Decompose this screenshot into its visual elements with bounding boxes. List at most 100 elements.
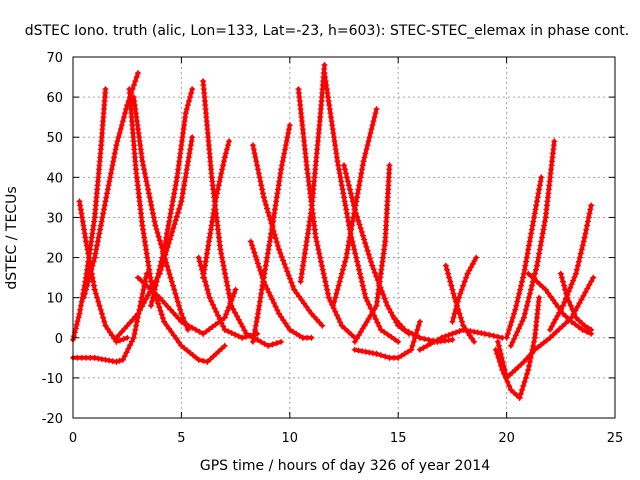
data-point-marker	[246, 332, 253, 339]
series-sat-c	[70, 270, 150, 365]
data-point-marker	[338, 270, 345, 277]
data-point-marker	[266, 213, 273, 219]
data-point-marker	[183, 170, 190, 177]
data-point-marker	[273, 239, 280, 246]
data-point-marker	[133, 322, 140, 329]
data-point-marker	[524, 370, 530, 377]
data-point-marker	[215, 182, 222, 189]
data-point-marker	[529, 222, 536, 229]
data-point-marker	[494, 338, 501, 345]
data-point-marker	[128, 90, 135, 97]
data-point-marker	[556, 326, 563, 333]
data-point-marker	[152, 277, 159, 284]
data-point-marker	[320, 270, 327, 277]
data-point-marker	[373, 350, 380, 357]
data-point-marker	[282, 264, 289, 271]
series-sat-y	[449, 254, 480, 325]
data-point-marker	[520, 382, 527, 389]
data-point-marker	[366, 255, 373, 262]
data-point-marker	[94, 242, 100, 249]
data-point-marker	[72, 325, 79, 332]
data-point-marker	[573, 266, 580, 273]
data-point-marker	[116, 357, 123, 364]
data-point-marker	[249, 142, 256, 149]
data-point-marker	[538, 238, 545, 245]
data-point-marker	[324, 286, 331, 293]
data-point-marker	[75, 314, 82, 321]
data-point-marker	[368, 258, 374, 265]
data-point-marker	[146, 194, 153, 201]
data-point-marker	[147, 198, 154, 205]
data-point-marker	[291, 286, 298, 293]
data-point-marker	[366, 349, 373, 356]
data-point-marker	[467, 328, 474, 335]
data-point-marker	[455, 294, 462, 301]
data-point-marker	[526, 242, 532, 249]
data-point-marker	[226, 294, 233, 301]
data-point-marker	[239, 323, 246, 330]
data-point-marker	[186, 150, 193, 157]
y-tick-label: 40	[46, 171, 63, 186]
data-point-marker	[225, 290, 232, 297]
data-point-marker	[265, 342, 272, 349]
data-point-marker	[343, 170, 349, 177]
data-point-marker	[278, 338, 285, 345]
data-point-marker	[525, 270, 532, 277]
data-point-marker	[225, 328, 232, 335]
data-point-marker	[568, 281, 575, 288]
data-point-marker	[163, 234, 170, 241]
data-point-marker	[358, 228, 365, 235]
data-point-marker	[445, 332, 452, 339]
data-point-marker	[264, 254, 271, 261]
data-point-marker	[280, 317, 287, 324]
data-point-marker	[141, 299, 147, 306]
data-point-marker	[144, 182, 151, 189]
data-point-marker	[133, 74, 140, 81]
data-point-marker	[331, 298, 338, 305]
data-point-marker	[80, 222, 87, 229]
data-point-marker	[118, 122, 125, 129]
data-point-marker	[98, 310, 105, 317]
data-point-marker	[550, 319, 557, 326]
data-point-marker	[536, 281, 543, 288]
data-point-marker	[559, 323, 566, 330]
data-point-marker	[111, 154, 117, 161]
data-point-marker	[265, 289, 272, 296]
data-point-marker	[516, 394, 523, 401]
data-point-marker	[356, 221, 363, 228]
data-point-marker	[251, 330, 258, 337]
data-point-marker	[312, 234, 319, 241]
data-point-marker	[560, 302, 566, 309]
data-point-marker	[445, 270, 452, 277]
data-point-marker	[126, 319, 133, 326]
data-point-marker	[277, 250, 284, 257]
data-point-marker	[466, 267, 473, 274]
data-point-marker	[528, 226, 535, 233]
data-point-marker	[286, 326, 293, 333]
data-point-marker	[253, 318, 260, 325]
data-point-marker	[89, 262, 96, 269]
data-point-marker	[416, 318, 423, 325]
data-point-marker	[315, 246, 322, 253]
data-point-marker	[319, 266, 326, 273]
data-point-marker	[554, 313, 561, 319]
data-point-marker	[121, 325, 128, 332]
data-point-marker	[504, 378, 511, 385]
data-point-marker	[516, 290, 523, 297]
data-point-marker	[254, 162, 261, 169]
data-point-marker	[319, 322, 326, 329]
data-point-marker	[590, 274, 597, 281]
data-point-marker	[114, 138, 121, 145]
data-point-marker	[420, 344, 427, 351]
data-point-marker	[170, 225, 177, 231]
data-point-marker	[553, 329, 560, 335]
data-point-marker	[256, 174, 263, 181]
data-point-marker	[251, 150, 258, 157]
data-point-marker	[535, 254, 542, 261]
data-point-marker	[178, 310, 185, 317]
data-point-marker	[164, 226, 171, 233]
data-point-marker	[530, 342, 537, 349]
data-point-marker	[512, 306, 519, 313]
data-point-marker	[179, 194, 186, 201]
data-point-marker	[577, 250, 584, 257]
